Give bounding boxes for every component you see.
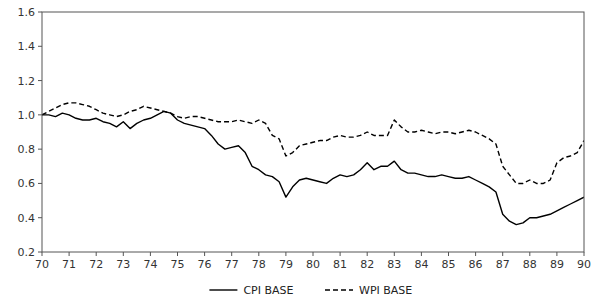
x-tick bbox=[529, 252, 530, 256]
x-tick-label: 81 bbox=[333, 258, 347, 271]
y-tick bbox=[38, 183, 42, 184]
legend-label: WPI BASE bbox=[359, 284, 412, 297]
x-tick bbox=[231, 252, 232, 256]
y-tick-label: 0.4 bbox=[18, 212, 36, 225]
x-tick bbox=[475, 252, 476, 256]
y-tick-label: 0.6 bbox=[18, 177, 36, 190]
x-tick bbox=[42, 252, 43, 256]
x-tick-label: 71 bbox=[62, 258, 76, 271]
y-tick-label: 1.4 bbox=[18, 40, 36, 53]
x-tick-label: 70 bbox=[35, 258, 49, 271]
x-tick-label: 78 bbox=[252, 258, 266, 271]
x-tick-label: 75 bbox=[171, 258, 185, 271]
x-tick-label: 85 bbox=[442, 258, 456, 271]
x-tick bbox=[556, 252, 557, 256]
y-tick-label: 1.2 bbox=[18, 75, 36, 88]
y-axis: 0.2 0.4 0.6 0.8 1.0 1.2 1.4 1.6 bbox=[18, 6, 43, 259]
legend-swatch bbox=[325, 289, 353, 290]
x-tick bbox=[394, 252, 395, 256]
plot-area bbox=[42, 103, 584, 225]
y-tick bbox=[38, 252, 42, 253]
background bbox=[0, 0, 600, 308]
x-tick bbox=[367, 252, 368, 256]
x-tick-label: 82 bbox=[360, 258, 374, 271]
x-tick bbox=[69, 252, 70, 256]
x-tick bbox=[177, 252, 178, 256]
legend-label: CPI BASE bbox=[243, 284, 293, 297]
x-tick bbox=[123, 252, 124, 256]
y-tick bbox=[38, 46, 42, 47]
series-line bbox=[42, 103, 584, 184]
x-tick-label: 80 bbox=[306, 258, 320, 271]
y-tick bbox=[38, 114, 42, 115]
plot-frame bbox=[42, 12, 584, 252]
x-tick-label: 86 bbox=[469, 258, 483, 271]
x-tick bbox=[258, 252, 259, 256]
x-tick bbox=[448, 252, 449, 256]
x-axis: 70 71 72 73 74 75 76 77 78 79 80 81 82 83 84 85 86 87 88 89… bbox=[35, 252, 591, 271]
chart: 0.2 0.4 0.6 0.8 1.0 1.2 1.4 1.6 70 71 72 73 74 75 76 77… bbox=[0, 0, 600, 308]
x-tick bbox=[313, 252, 314, 256]
x-tick bbox=[150, 252, 151, 256]
x-tick-label: 89 bbox=[550, 258, 564, 271]
x-tick-label: 83 bbox=[387, 258, 401, 271]
y-tick-label: 1.0 bbox=[18, 109, 36, 122]
x-tick-label: 77 bbox=[225, 258, 239, 271]
x-tick-label: 79 bbox=[279, 258, 293, 271]
x-tick-label: 90 bbox=[577, 258, 591, 271]
x-tick bbox=[96, 252, 97, 256]
legend: CPI BASE WPI BASE bbox=[209, 284, 412, 297]
x-tick bbox=[502, 252, 503, 256]
series-line bbox=[42, 111, 584, 224]
x-tick bbox=[204, 252, 205, 256]
x-tick bbox=[584, 252, 585, 256]
x-tick-label: 76 bbox=[198, 258, 212, 271]
y-tick bbox=[38, 217, 42, 218]
x-tick-label: 84 bbox=[414, 258, 428, 271]
x-tick bbox=[285, 252, 286, 256]
x-tick bbox=[421, 252, 422, 256]
y-tick-label: 0.8 bbox=[18, 143, 36, 156]
y-tick bbox=[38, 12, 42, 13]
y-tick-label: 1.6 bbox=[18, 6, 36, 19]
legend-swatch bbox=[209, 289, 237, 290]
y-tick bbox=[38, 149, 42, 150]
y-tick-label: 0.2 bbox=[18, 246, 36, 259]
y-tick bbox=[38, 80, 42, 81]
x-tick-label: 87 bbox=[496, 258, 510, 271]
x-tick bbox=[340, 252, 341, 256]
x-tick-label: 73 bbox=[116, 258, 130, 271]
x-tick-label: 72 bbox=[89, 258, 103, 271]
x-tick-label: 88 bbox=[523, 258, 537, 271]
x-tick-label: 74 bbox=[143, 258, 157, 271]
